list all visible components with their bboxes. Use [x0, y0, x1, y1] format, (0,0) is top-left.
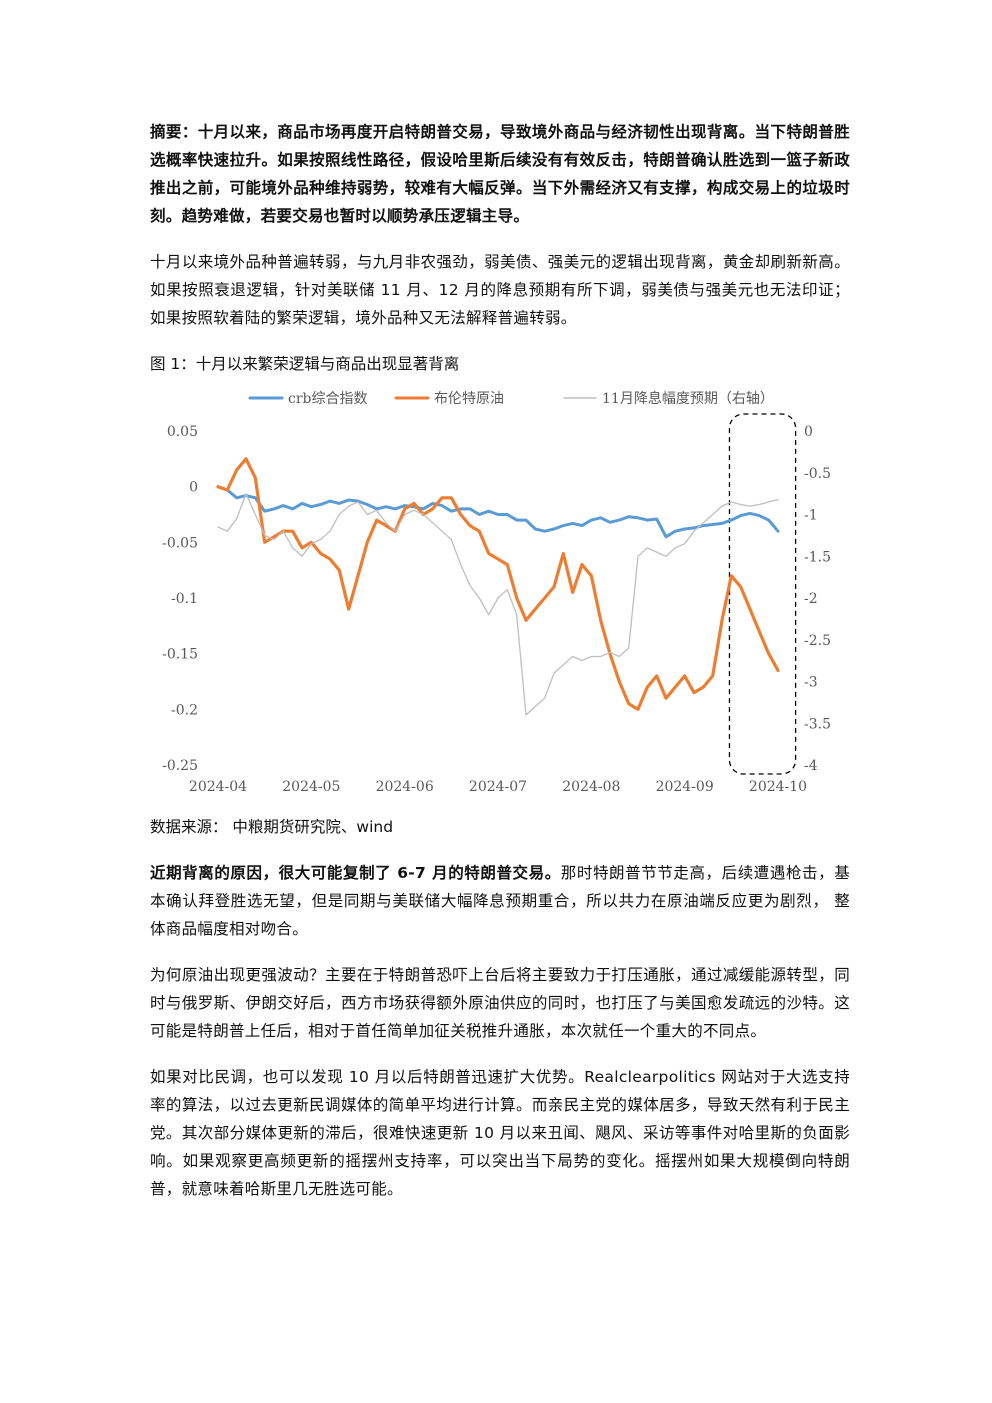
series-line-0	[216, 485, 780, 539]
y-right-tick-label: -0.5	[804, 466, 831, 482]
highlight-box	[728, 413, 797, 775]
report-page: 摘要：十月以来，商品市场再度开启特朗普交易，导致境外商品与经济韧性出现背离。当下…	[150, 118, 850, 1203]
legend-label: crb综合指数	[288, 391, 368, 407]
x-tick-label: 2024-09	[656, 779, 714, 795]
x-tick-label: 2024-10	[749, 779, 807, 795]
paragraph-4: 如果对比民调，也可以发现 10 月以后特朗普迅速扩大优势。Realclearpo…	[150, 1068, 850, 1198]
y-right-tick-label: -2.5	[804, 633, 831, 649]
y-left-tick-label: 0.05	[167, 424, 198, 440]
abstract-paragraph: 摘要：十月以来，商品市场再度开启特朗普交易，导致境外商品与经济韧性出现背离。当下…	[150, 118, 850, 230]
y-right-tick-label: -2	[804, 591, 818, 607]
x-tick-label: 2024-05	[282, 779, 340, 795]
legend-label: 11月降息幅度预期（右轴）	[602, 390, 774, 407]
y-left-tick-label: -0.05	[162, 535, 198, 551]
y-right-tick-label: 0	[804, 424, 813, 440]
series-line-1	[216, 457, 780, 711]
x-tick-label: 2024-06	[376, 779, 434, 795]
y-left-tick-label: -0.2	[171, 702, 198, 718]
y-left-tick-label: -0.15	[162, 647, 198, 663]
data-source: 数据来源： 中粮期货研究院、wind	[150, 818, 394, 836]
figure-title: 图 1：十月以来繁荣逻辑与商品出现显著背离	[150, 355, 460, 373]
chart-container: 0.05 0 -0.05 -0.1 -0.15 -0.2 -0.25 0 -0.5 -1 -1.5 -…	[150, 378, 850, 813]
y-right-tick-label: -1	[804, 508, 818, 524]
y-left-tick-label: -0.1	[171, 591, 198, 607]
y-right-tick-label: -3	[804, 675, 818, 691]
paragraph-1: 十月以来境外品种普遍转弱，与九月非农强劲，弱美债、强美元的逻辑出现背离，黄金却刷…	[150, 253, 850, 327]
y-right-tick-label: -4	[804, 758, 818, 774]
y-right-tick-label: -1.5	[804, 549, 831, 565]
y-left-tick-label: 0	[189, 480, 198, 496]
paragraph-3: 为何原油出现更强波动？主要在于特朗普恐吓上台后将主要致力于打压通胀，通过减缓能源…	[150, 966, 850, 1040]
series-line-2	[217, 492, 779, 716]
paragraph-2-lead: 近期背离的原因，很大可能复制了 6-7 月的特朗普交易。	[150, 864, 561, 882]
y-right-tick-label: -3.5	[804, 716, 831, 732]
abstract-lead: 摘要：	[150, 123, 198, 141]
line-chart: 0.05 0 -0.05 -0.1 -0.15 -0.2 -0.25 0 -0.5 -1 -1.5 -…	[162, 390, 831, 795]
y-left-tick-label: -0.25	[162, 758, 198, 774]
x-tick-label: 2024-07	[469, 779, 527, 795]
paragraph-2: 近期背离的原因，很大可能复制了 6-7 月的特朗普交易。那时特朗普节节走高，后续…	[150, 859, 850, 943]
legend-label: 布伦特原油	[434, 391, 504, 407]
x-tick-label: 2024-08	[562, 779, 620, 795]
paragraph-2-text: 那时特朗普节节走高，后续遭遇枪击，基本确认拜登胜选无望，但是同期与美联储大幅降息…	[150, 864, 850, 938]
abstract-text: 十月以来，商品市场再度开启特朗普交易，导致境外商品与经济韧性出现背离。当下特朗普…	[150, 123, 850, 225]
x-tick-label: 2024-04	[189, 779, 247, 795]
